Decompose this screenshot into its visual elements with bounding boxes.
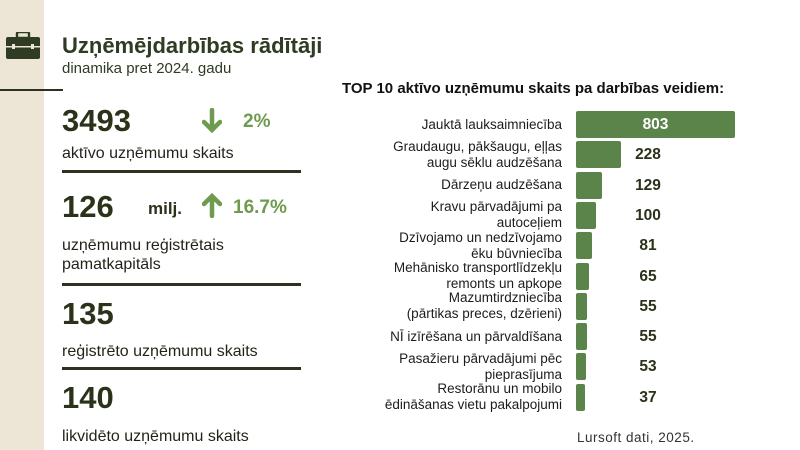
bar-value-label: 55 — [639, 297, 657, 315]
metric-liquidated-label: likvidēto uzņēmumu skaits — [62, 428, 249, 445]
category-label: Restorānu un mobilo ēdināšanas vietu paka… — [385, 381, 562, 413]
bar-value-label: 803 — [642, 116, 669, 133]
category-label-line: NĪ izīrēšana un pārvaldīšana — [390, 328, 562, 344]
bar-value-label: 100 — [635, 206, 661, 224]
category-label: Jauktā lauksaimniecība — [422, 117, 562, 133]
category-label: Mazumtirdzniecība (pārtikas preces, dzēri… — [407, 290, 562, 322]
arrow-up-icon — [202, 192, 222, 218]
category-label: Pasažieru pārvadājumi pēc pieprasījuma — [399, 351, 562, 383]
label-line: pamatkapitāls — [62, 256, 161, 273]
metric-active-value: 3493 — [62, 103, 131, 138]
category-label: Dārzeņu audzēšana — [441, 177, 562, 193]
category-label: Graudaugu, pākšaugu, eļļas augu sēklu aud… — [393, 139, 562, 171]
metric-registered-label: reģistrēto uzņēmumu skaits — [62, 343, 258, 360]
divider — [62, 283, 301, 286]
category-label-line: Jauktā lauksaimniecība — [421, 116, 562, 132]
bar — [576, 262, 589, 290]
category-label-line: ēdināšanas vietu pakalpojumi — [384, 397, 562, 413]
category-label-line: Kravu pārvadājumi pa — [430, 199, 562, 215]
metric-capital-change: 16.7% — [233, 197, 287, 218]
bar — [576, 171, 602, 199]
bar-value-label: 53 — [639, 358, 657, 376]
bar — [576, 141, 622, 169]
bar-value-label: 37 — [639, 388, 657, 406]
bar — [576, 292, 587, 320]
category-label: Kravu pārvadājumi pa autoceļiem — [431, 199, 562, 231]
category-label-line: Pasažieru pārvadājumi pēc — [399, 350, 562, 366]
bar-value-label: 55 — [639, 328, 657, 346]
bar — [576, 232, 593, 260]
metric-active-label: aktīvo uzņēmumu skaits — [62, 145, 234, 162]
briefcase-icon — [6, 32, 40, 59]
category-label-line: autoceļiem — [496, 215, 562, 231]
divider — [62, 367, 301, 370]
category-label-line: pieprasījuma — [484, 366, 562, 382]
divider — [0, 89, 63, 91]
category-label-line: Dzīvojamo un nedzīvojamo — [399, 229, 562, 245]
category-label: NĪ izīrēšana un pārvaldīšana — [390, 329, 562, 345]
metric-capital-value: 126 — [62, 189, 114, 224]
metric-registered-value: 135 — [62, 296, 114, 331]
category-label-line: remonts un apkope — [446, 276, 562, 291]
arrow-down-icon — [202, 108, 222, 134]
bar — [576, 111, 735, 138]
category-label-line: augu sēklu audzēšana — [426, 154, 562, 170]
category-label-line: Mehānisko transportlīdzekļu — [393, 260, 562, 275]
divider — [62, 170, 301, 173]
metric-capital-unit: milj. — [148, 199, 183, 218]
metric-capital-label: uzņēmumu reģistrētais pamatkapitāls — [62, 236, 224, 274]
category-label-line: Graudaugu, pākšaugu, eļļas — [393, 138, 562, 154]
category-label-line: ēku būvniecība — [471, 245, 562, 261]
bar — [576, 323, 587, 351]
category-label: Dzīvojamo un nedzīvojamo ēku būvniecība — [399, 230, 562, 262]
label-line: uzņēmumu reģistrētais — [62, 237, 224, 254]
bar — [576, 353, 587, 381]
bar-value-label: 65 — [639, 267, 657, 285]
page-title: Uzņēmējdarbības rādītāji — [62, 33, 323, 58]
source-note: Lursoft dati, 2025. — [577, 430, 695, 445]
page-subtitle: dinamika pret 2024. gadu — [62, 60, 232, 77]
bar-value-label: 81 — [639, 237, 657, 255]
metric-liquidated-value: 140 — [62, 380, 114, 415]
category-label-line: Dārzeņu audzēšana — [441, 177, 562, 193]
bar — [576, 383, 585, 411]
bar-value-label: 129 — [635, 176, 661, 194]
category-label-line: Restorānu un mobilo — [437, 381, 562, 397]
bar-value-label: 228 — [635, 146, 661, 164]
category-label-line: Mazumtirdzniecība — [448, 290, 562, 306]
sidebar-strip — [0, 0, 44, 450]
category-label-line: (pārtikas preces, dzērieni) — [406, 306, 562, 322]
chart-title: TOP 10 aktīvo uzņēmumu skaits pa darbība… — [342, 80, 725, 97]
bar — [576, 201, 596, 229]
metric-active-change: 2% — [243, 111, 271, 132]
category-label: Mehānisko transportlīdzekļu remonts un ap… — [394, 260, 562, 292]
